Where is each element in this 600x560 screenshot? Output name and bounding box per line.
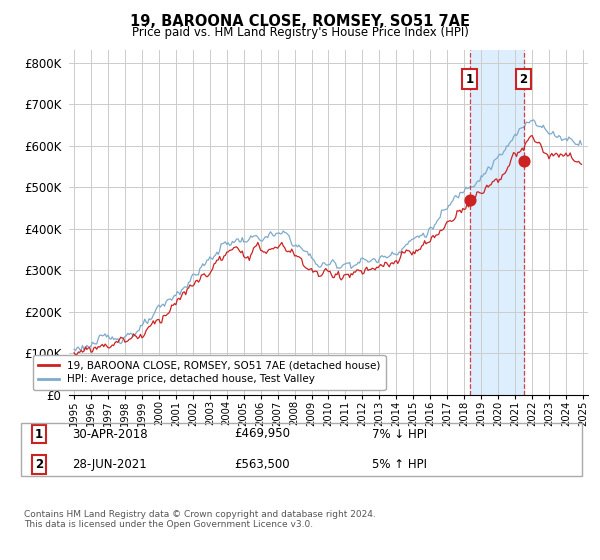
- Bar: [470, 50, 524, 395]
- Text: 5% ↑ HPI: 5% ↑ HPI: [372, 458, 427, 472]
- Text: Contains HM Land Registry data © Crown copyright and database right 2024.
This d: Contains HM Land Registry data © Crown c…: [24, 510, 376, 529]
- Text: 7% ↓ HPI: 7% ↓ HPI: [372, 427, 427, 441]
- Text: 2: 2: [520, 73, 527, 86]
- Point: [519, 156, 529, 165]
- Text: Price paid vs. HM Land Registry's House Price Index (HPI): Price paid vs. HM Land Registry's House …: [131, 26, 469, 39]
- Text: £469,950: £469,950: [234, 427, 290, 441]
- Text: 28-JUN-2021: 28-JUN-2021: [72, 458, 147, 472]
- Legend: 19, BAROONA CLOSE, ROMSEY, SO51 7AE (detached house), HPI: Average price, detach: 19, BAROONA CLOSE, ROMSEY, SO51 7AE (det…: [32, 355, 386, 390]
- Text: 19, BAROONA CLOSE, ROMSEY, SO51 7AE: 19, BAROONA CLOSE, ROMSEY, SO51 7AE: [130, 14, 470, 29]
- Text: 1: 1: [35, 427, 43, 441]
- Text: 2: 2: [35, 458, 43, 472]
- Text: 1: 1: [466, 73, 474, 86]
- Text: 30-APR-2018: 30-APR-2018: [72, 427, 148, 441]
- Point: [465, 195, 475, 204]
- Text: £563,500: £563,500: [234, 458, 290, 472]
